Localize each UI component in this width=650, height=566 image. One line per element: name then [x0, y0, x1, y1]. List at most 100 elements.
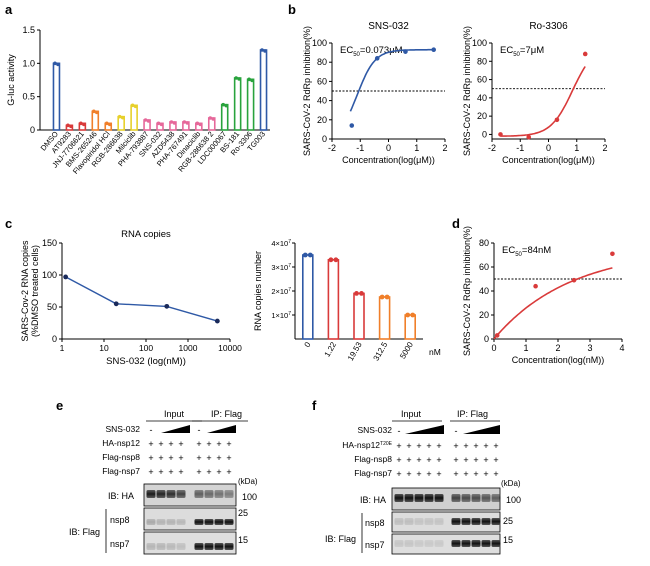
chart-b2-ytick: 40 — [477, 93, 487, 103]
chart-c2-category-label: 5000 — [398, 340, 415, 360]
chart-c2-point — [354, 291, 359, 296]
chart-b1-xtick: 1 — [414, 143, 419, 153]
chart-a-point — [195, 121, 200, 126]
chart-d-xtick: 2 — [555, 343, 560, 353]
blot-band — [176, 519, 186, 525]
blot-band — [394, 494, 404, 502]
chart-a-point — [211, 117, 216, 121]
blot-f-ip-label: IP: Flag — [457, 409, 488, 419]
blot-sign: + — [473, 455, 478, 465]
blot-sign: + — [493, 441, 498, 451]
chart-c1-title: RNA copies — [121, 229, 171, 240]
panel-label-a: a — [5, 2, 13, 17]
chart-d-data-point — [494, 333, 500, 338]
blot-band — [194, 490, 204, 498]
blot-band — [434, 518, 444, 525]
chart-b1-data-point — [431, 47, 437, 53]
chart-c1-ytick: 50 — [47, 302, 57, 312]
blot-sign: + — [406, 469, 411, 479]
chart-c2-point — [379, 294, 385, 300]
chart-b1-ylabel: SARS-CoV-2 RdRp inhibition(%) — [302, 26, 312, 156]
blot-sign: + — [216, 453, 221, 463]
chart-b2-xtick: 0 — [546, 143, 551, 153]
chart-a-point — [120, 115, 125, 120]
blot-sign: + — [168, 439, 173, 449]
blot-e-nsp8-label: nsp8 — [110, 515, 130, 525]
chart-c2-ytick: 4×107 — [271, 239, 291, 248]
blot-sign: + — [396, 441, 401, 451]
blot-band — [214, 519, 224, 525]
blot-band — [424, 518, 434, 525]
blot-band — [451, 540, 461, 547]
blot-e-nsp7-membrane — [143, 531, 237, 555]
chart-d-xlabel: Concentration(log(nM)) — [512, 355, 605, 365]
chart-c2-point — [328, 257, 334, 263]
chart-b1-xtick: -2 — [328, 143, 336, 153]
blot-band — [224, 490, 234, 498]
chart-b2-ytick: 100 — [472, 38, 487, 48]
panel-label-f: f — [312, 398, 317, 413]
blot-sign: + — [416, 469, 421, 479]
blot-sign: + — [216, 467, 221, 477]
chart-a-point — [182, 120, 187, 124]
chart-c1-ylabel: SARS-Cov-2 RNA copies(%DMSO treated cell… — [20, 240, 40, 342]
blot-f-row-nsp12: HA-nsp12T20E — [342, 440, 392, 450]
chart-c1-ytick: 0 — [52, 334, 57, 344]
chart-a-point — [169, 120, 174, 124]
chart-a-ytick: 1.5 — [22, 25, 35, 35]
blot-e-row-sns032: SNS-032 — [106, 424, 141, 434]
chart-b2-ytick: 60 — [477, 75, 487, 85]
blot-e-kda: (kDa) — [238, 477, 258, 486]
blot-sign: + — [453, 441, 458, 451]
blot-band — [481, 518, 491, 525]
blot-f-input-label: Input — [401, 409, 422, 419]
chart-a-point — [185, 121, 190, 125]
blot-sign: + — [493, 469, 498, 479]
chart-a-point — [91, 109, 96, 114]
chart-b1-ytick: 0 — [322, 134, 327, 144]
blot-f-nsp7-label: nsp7 — [365, 540, 385, 550]
blot-sign: + — [426, 469, 431, 479]
blot-band — [166, 543, 176, 550]
chart-a-point — [146, 119, 151, 123]
blot-sign: + — [416, 455, 421, 465]
chart-c1-xlabel: SNS-032 (log(nM)) — [106, 356, 186, 367]
chart-a-gluc-activity: 00.51.01.5G-luc activityDMSOAT9283JNJ-77… — [6, 25, 270, 176]
blot-f-mw-100: 100 — [506, 495, 521, 505]
chart-a-ytick: 0.5 — [22, 92, 35, 102]
blot-sign: + — [483, 441, 488, 451]
chart-c1-xtick: 10 — [99, 343, 109, 353]
chart-a-point — [143, 118, 148, 122]
chart-c1-series-line — [65, 276, 218, 322]
chart-b2-xtick: 2 — [602, 143, 607, 153]
blot-band — [166, 519, 176, 525]
blot-sign: + — [206, 439, 211, 449]
chart-c-rna-copies-line: 1 10 100 1000 10000 0 50 100 150 RNA copies SNS-03… — [20, 229, 242, 367]
blot-sign: + — [483, 455, 488, 465]
chart-a-bar — [233, 77, 242, 131]
chart-a-point — [221, 102, 226, 107]
blot-band — [461, 540, 471, 547]
blot-band — [451, 494, 461, 502]
blot-f-row-nsp8: Flag-nsp8 — [354, 454, 392, 464]
blot-band — [404, 518, 414, 525]
blot-f-ib-ha: IB: HA — [360, 495, 386, 505]
chart-c1-xtick: 1000 — [179, 343, 198, 353]
blot-f-sign: - — [398, 426, 401, 436]
blot-sign: + — [226, 467, 231, 477]
chart-a-point — [172, 121, 177, 125]
chart-c2-bar — [378, 296, 391, 340]
blot-band — [194, 519, 204, 525]
chart-d-xtick: 3 — [587, 343, 592, 353]
blot-sign: + — [406, 441, 411, 451]
chart-c2-point — [405, 312, 411, 318]
blot-band — [471, 518, 481, 525]
chart-a-bar — [52, 62, 61, 131]
blot-f-input-wedge — [405, 425, 444, 434]
chart-b2-data-point — [498, 132, 503, 137]
chart-a-bar — [259, 49, 268, 131]
chart-c2-category-label: 0 — [303, 340, 313, 349]
blot-f-row-sns032: SNS-032 — [358, 425, 393, 435]
chart-b2-xlabel: Concentration(log(μM)) — [502, 155, 595, 165]
blot-sign: + — [216, 439, 221, 449]
